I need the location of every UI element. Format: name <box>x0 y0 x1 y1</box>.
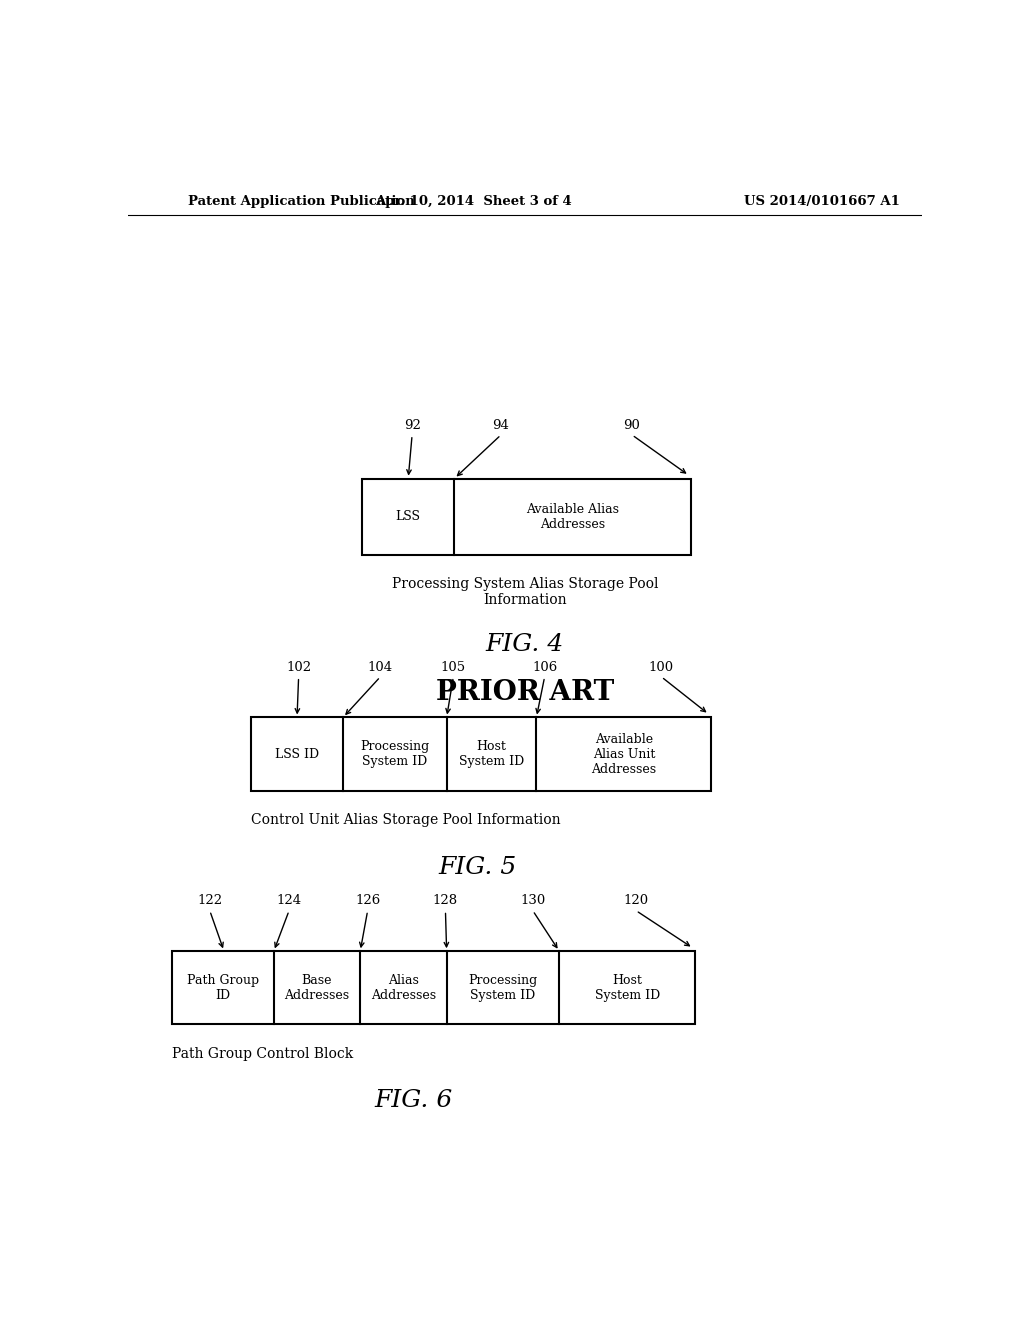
Text: Path Group
ID: Path Group ID <box>186 974 259 1002</box>
Bar <box>251 718 712 791</box>
Text: Path Group Control Block: Path Group Control Block <box>172 1047 353 1061</box>
Text: 102: 102 <box>286 661 311 673</box>
Bar <box>172 952 695 1024</box>
Text: Available
Alias Unit
Addresses: Available Alias Unit Addresses <box>591 733 656 776</box>
Text: Host
System ID: Host System ID <box>595 974 659 1002</box>
Text: LSS ID: LSS ID <box>275 747 319 760</box>
Text: 128: 128 <box>433 895 458 907</box>
Text: 100: 100 <box>649 661 674 673</box>
Text: 106: 106 <box>532 661 557 673</box>
Text: Base
Addresses: Base Addresses <box>285 974 349 1002</box>
Text: FIG. 4: FIG. 4 <box>485 634 564 656</box>
Text: Processing
System ID: Processing System ID <box>468 974 538 1002</box>
Text: PRIOR ART: PRIOR ART <box>435 678 614 706</box>
Text: Processing
System ID: Processing System ID <box>360 741 429 768</box>
Text: US 2014/0101667 A1: US 2014/0101667 A1 <box>744 194 900 207</box>
Text: Apr. 10, 2014  Sheet 3 of 4: Apr. 10, 2014 Sheet 3 of 4 <box>375 194 571 207</box>
Text: 90: 90 <box>624 418 640 432</box>
Text: Alias
Addresses: Alias Addresses <box>371 974 436 1002</box>
Text: 124: 124 <box>276 895 302 907</box>
Text: FIG. 6: FIG. 6 <box>375 1089 453 1113</box>
Text: 120: 120 <box>624 895 648 907</box>
Text: 94: 94 <box>493 418 509 432</box>
Text: LSS: LSS <box>395 511 421 523</box>
Text: Available Alias
Addresses: Available Alias Addresses <box>526 503 620 531</box>
Text: Processing System Alias Storage Pool
Information: Processing System Alias Storage Pool Inf… <box>391 577 658 607</box>
Text: Control Unit Alias Storage Pool Information: Control Unit Alias Storage Pool Informat… <box>251 813 560 826</box>
Bar <box>362 479 691 554</box>
Text: 126: 126 <box>355 895 380 907</box>
Text: 130: 130 <box>520 895 546 907</box>
Text: 105: 105 <box>440 661 466 673</box>
Text: Host
System ID: Host System ID <box>459 741 524 768</box>
Text: 92: 92 <box>403 418 421 432</box>
Text: 122: 122 <box>198 895 222 907</box>
Text: 104: 104 <box>368 661 393 673</box>
Text: Patent Application Publication: Patent Application Publication <box>187 194 415 207</box>
Text: FIG. 5: FIG. 5 <box>438 855 516 879</box>
